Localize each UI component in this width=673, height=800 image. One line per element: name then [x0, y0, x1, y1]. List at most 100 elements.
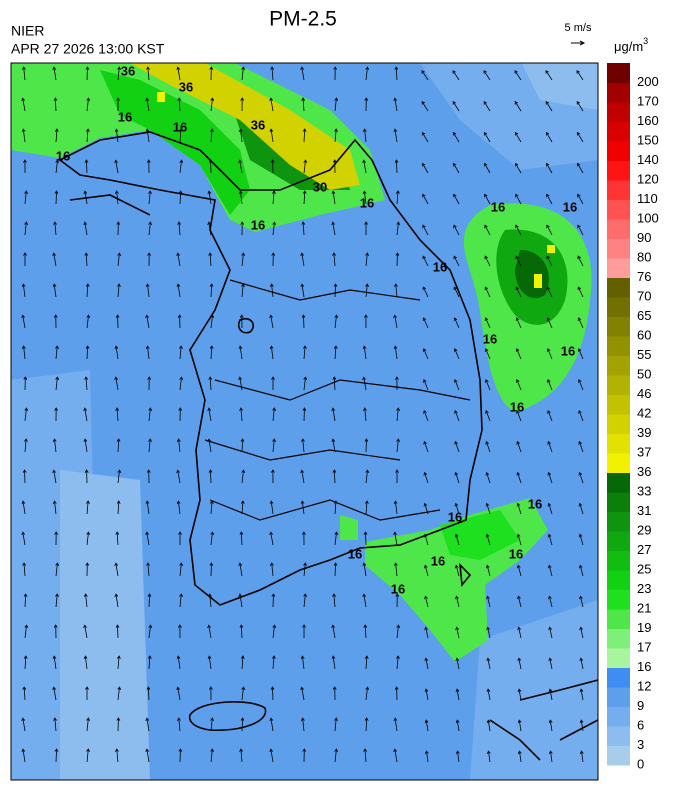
- wind-arrow: [364, 221, 368, 236]
- wind-arrow: [421, 101, 429, 112]
- wind-arrow: [548, 719, 553, 732]
- colorbar-segment: [607, 472, 630, 493]
- wind-arrow: [210, 717, 214, 732]
- wind-arrow: [547, 564, 553, 577]
- wind-arrow: [485, 440, 491, 453]
- wind-arrow: [238, 190, 243, 205]
- wind-arrow: [208, 376, 213, 391]
- wind-arrow: [577, 348, 584, 360]
- wind-arrow: [485, 564, 491, 577]
- wind-arrow: [269, 345, 274, 360]
- colorbar-label: 27: [637, 542, 651, 557]
- colorbar-segment: [607, 160, 630, 181]
- wind-arrow: [453, 286, 460, 298]
- wind-arrow: [176, 66, 181, 81]
- wind-arrow: [424, 595, 429, 608]
- wind-arrow: [365, 66, 370, 81]
- wind-arrow: [179, 593, 183, 608]
- colorbar-segment: [607, 648, 630, 668]
- inner-border: [69, 194, 151, 216]
- colorbar-segment: [607, 180, 630, 200]
- wind-arrow: [83, 221, 88, 236]
- wind-arrow: [578, 533, 584, 546]
- wind-arrow: [517, 719, 522, 732]
- colorbar-label: 33: [637, 483, 651, 498]
- wind-arrow: [546, 286, 553, 298]
- map-frame: [10, 62, 599, 781]
- unit-sup: 3: [643, 36, 648, 46]
- wind-arrow: [21, 128, 26, 143]
- province-border: [204, 279, 471, 521]
- wind-arrow: [178, 531, 182, 546]
- wind-arrow: [516, 502, 522, 515]
- wind-arrow: [269, 531, 274, 546]
- wind-arrow: [364, 314, 368, 329]
- wind-arrow: [486, 750, 491, 763]
- wind-arrow: [22, 66, 26, 81]
- contour-label: 16: [431, 553, 445, 568]
- pm-area: [130, 63, 360, 190]
- colorbar-segment: [607, 277, 630, 298]
- wind-arrow: [148, 221, 153, 236]
- wind-arrow: [454, 533, 460, 546]
- wind-arrow: [300, 655, 305, 670]
- colorbar-label: 42: [637, 405, 651, 420]
- wind-arrow: [24, 190, 28, 205]
- wind-arrow: [395, 376, 399, 391]
- wind-arrow: [486, 719, 491, 732]
- colorbar-label: 110: [637, 191, 658, 206]
- wind-arrow: [241, 686, 246, 701]
- wind-arrow: [484, 224, 491, 236]
- contour-label: 16: [528, 496, 542, 511]
- wind-arrow: [333, 283, 338, 298]
- wind-arrow: [176, 469, 181, 484]
- wind-arrow: [301, 438, 305, 453]
- colorbar-label: 21: [637, 600, 651, 615]
- colorbar-segment: [607, 219, 630, 239]
- wind-arrow: [393, 128, 398, 143]
- wind-arrow: [178, 407, 183, 422]
- wind-arrow: [423, 440, 429, 453]
- wind-arrow: [332, 159, 337, 174]
- wind-arrow: [21, 97, 26, 112]
- wind-arrow: [363, 531, 368, 546]
- wind-arrow: [486, 688, 491, 701]
- wind-arrow: [452, 131, 460, 143]
- wind-arrow: [365, 283, 369, 298]
- contour-label: 16: [348, 546, 362, 561]
- wind-arrow: [86, 314, 91, 329]
- timestamp: APR 27 2026 13:00 KST: [11, 41, 165, 57]
- wind-arrow: [396, 655, 400, 670]
- pm-cell: [547, 245, 555, 253]
- wind-arrow: [334, 314, 339, 329]
- wind-arrow: [145, 717, 150, 732]
- wind-arrow: [22, 469, 27, 484]
- colorbar-label: 100: [637, 210, 659, 225]
- wind-arrow: [23, 252, 27, 267]
- colorbar-label: 170: [637, 93, 659, 108]
- wind-arrow: [300, 66, 305, 81]
- colorbar-label: 25: [637, 561, 651, 576]
- colorbar-label: 37: [637, 444, 651, 459]
- wind-arrow: [24, 438, 28, 453]
- wind-arrow: [83, 593, 88, 608]
- contour-label: 16: [118, 109, 132, 124]
- wind-arrow: [455, 626, 460, 639]
- wind-arrow: [424, 719, 429, 732]
- wind-arrow: [303, 159, 308, 174]
- colorbar: 0369121617192123252729313336373942465055…: [607, 63, 659, 771]
- wind-arrow: [207, 655, 212, 670]
- wind-arrow: [177, 717, 181, 732]
- wind-arrow: [515, 193, 522, 205]
- wind-arrow: [269, 314, 274, 329]
- wind-arrow: [363, 407, 367, 422]
- wind-arrow: [208, 252, 213, 267]
- wind-arrow: [52, 500, 57, 515]
- wind-arrow: [484, 255, 491, 267]
- wind-arrow: [302, 407, 307, 422]
- wind-arrow: [546, 193, 553, 205]
- wind-arrow: [576, 70, 584, 81]
- wind-arrow: [485, 502, 491, 515]
- wind-arrow: [454, 379, 460, 391]
- wind-arrow: [21, 500, 26, 515]
